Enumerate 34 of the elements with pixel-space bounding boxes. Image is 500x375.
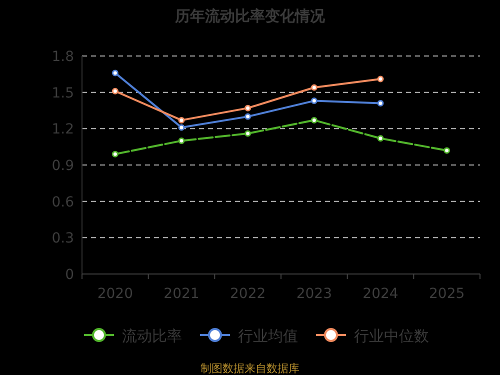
- x-tick-label: 2021: [164, 286, 200, 302]
- y-tick-label: 0.6: [52, 194, 74, 210]
- point: [112, 88, 118, 94]
- y-tick-label: 0.9: [52, 158, 74, 174]
- x-tick-label: 2022: [230, 286, 266, 302]
- point: [310, 98, 318, 104]
- y-tick-label: 1.5: [52, 85, 74, 102]
- point: [244, 130, 252, 137]
- y-tick-label: 0: [65, 267, 74, 283]
- text: 制图数据来自数据库: [200, 362, 300, 375]
- point: [112, 150, 118, 158]
- y-tick-label: 0.3: [52, 230, 74, 247]
- point: [178, 124, 185, 131]
- chart-title: 历年流动比率变化情况: [174, 7, 326, 25]
- x-tick-label: 2023: [296, 286, 332, 302]
- point: [377, 135, 384, 142]
- point: [112, 70, 118, 76]
- point: [178, 138, 185, 144]
- point: [244, 104, 252, 112]
- legend-label: 行业中位数: [354, 327, 429, 345]
- point: [377, 76, 384, 82]
- y-tick-label: 1.8: [52, 49, 74, 65]
- point: [178, 116, 185, 124]
- x-tick-label: 2024: [362, 286, 398, 302]
- x-tick-label: 2025: [429, 286, 465, 302]
- point: [444, 147, 450, 154]
- x-tick-label: 2020: [97, 286, 133, 302]
- point: [310, 116, 318, 124]
- point: [310, 84, 318, 91]
- y-tick-label: 1.2: [52, 122, 74, 138]
- legend-label: 行业均值: [238, 327, 298, 345]
- point: [244, 113, 252, 120]
- point: [377, 100, 384, 106]
- legend-label: 流动比率: [122, 327, 182, 345]
